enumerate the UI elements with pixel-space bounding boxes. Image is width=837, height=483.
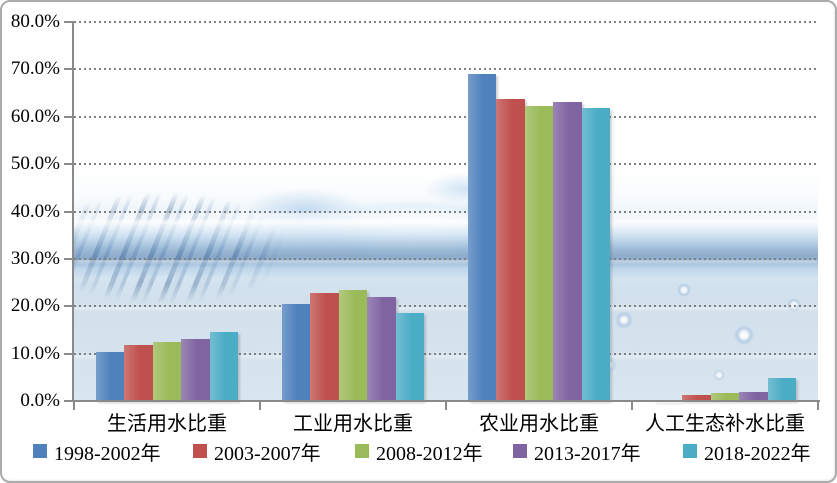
gridline bbox=[74, 21, 818, 23]
gridline bbox=[74, 257, 818, 260]
x-axis-tick bbox=[631, 402, 633, 410]
x-axis-tick bbox=[445, 402, 447, 410]
y-axis-tick bbox=[64, 210, 74, 213]
legend-item: 2003-2007年 bbox=[193, 438, 321, 465]
legend-item: 2013-2017年 bbox=[513, 438, 641, 465]
y-axis-tick bbox=[64, 257, 74, 260]
bar bbox=[152, 342, 182, 401]
y-axis-tick-label: 50.0% bbox=[10, 153, 60, 175]
legend-item: 1998-2002年 bbox=[33, 438, 161, 465]
gridlines-layer bbox=[74, 21, 818, 401]
legend-label: 2018-2022年 bbox=[704, 442, 811, 465]
bar bbox=[282, 304, 311, 401]
bar bbox=[310, 293, 339, 401]
gridline bbox=[74, 163, 818, 166]
legend-swatch bbox=[33, 444, 47, 458]
bar bbox=[739, 392, 768, 401]
bar bbox=[338, 290, 368, 401]
y-axis-tick bbox=[64, 400, 74, 402]
bar bbox=[710, 393, 740, 401]
x-axis-category-label: 农业用水比重 bbox=[479, 413, 599, 435]
bar bbox=[395, 313, 424, 401]
y-axis-tick-label: 60.0% bbox=[10, 105, 60, 127]
bars-layer bbox=[74, 22, 818, 401]
bar bbox=[468, 74, 497, 401]
y-axis-tick-label: 0.0% bbox=[20, 390, 60, 411]
y-axis-tick-label: 40.0% bbox=[10, 200, 60, 222]
bar bbox=[767, 378, 796, 401]
gridline bbox=[74, 305, 818, 308]
bar bbox=[682, 394, 711, 401]
legend-label: 2003-2007年 bbox=[214, 442, 321, 465]
legend: 1998-2002年 2003-2007年 2008-2012年 2013-2017年… bbox=[0, 438, 837, 470]
y-axis-tick-label: 30.0% bbox=[10, 247, 60, 269]
legend-item: 2008-2012年 bbox=[355, 438, 483, 465]
y-axis-tick bbox=[64, 115, 74, 118]
x-axis-category-label: 人工生态补水比重 bbox=[645, 413, 805, 435]
bar bbox=[553, 102, 582, 401]
x-axis-category-label: 生活用水比重 bbox=[107, 413, 227, 435]
gridline bbox=[74, 210, 818, 213]
bar bbox=[181, 339, 210, 401]
y-axis-tick bbox=[64, 305, 74, 308]
legend-swatch bbox=[355, 444, 369, 458]
bar bbox=[524, 106, 554, 401]
bar bbox=[367, 297, 396, 401]
y-axis-tick bbox=[64, 68, 74, 71]
x-axis-category-label: 工业用水比重 bbox=[293, 413, 413, 435]
bar bbox=[96, 351, 125, 401]
gridline bbox=[74, 115, 818, 118]
bar bbox=[496, 99, 525, 401]
y-axis-tick-label: 10.0% bbox=[10, 342, 60, 364]
gridline bbox=[74, 352, 818, 355]
y-axis-tick bbox=[64, 352, 74, 355]
x-axis-tick bbox=[73, 402, 75, 410]
y-axis-tick-label: 20.0% bbox=[10, 295, 60, 317]
legend-swatch bbox=[513, 444, 527, 458]
legend-swatch bbox=[683, 444, 697, 458]
x-axis-tick bbox=[259, 402, 261, 410]
legend-swatch bbox=[193, 444, 207, 458]
y-axis-tick-label: 80.0% bbox=[10, 11, 60, 32]
plot-area bbox=[74, 21, 818, 401]
bar bbox=[209, 331, 238, 401]
y-axis-tick bbox=[64, 163, 74, 166]
y-axis-tick bbox=[64, 21, 74, 23]
gridline bbox=[74, 68, 818, 71]
legend-label: 2008-2012年 bbox=[376, 442, 483, 465]
bar bbox=[581, 107, 610, 401]
x-axis-tick bbox=[817, 402, 819, 410]
legend-item: 2018-2022年 bbox=[683, 438, 811, 465]
x-axis-line bbox=[74, 400, 820, 402]
legend-label: 2013-2017年 bbox=[534, 442, 641, 465]
bar bbox=[124, 344, 153, 401]
legend-label: 1998-2002年 bbox=[54, 442, 161, 465]
y-axis-tick-label: 70.0% bbox=[10, 58, 60, 80]
